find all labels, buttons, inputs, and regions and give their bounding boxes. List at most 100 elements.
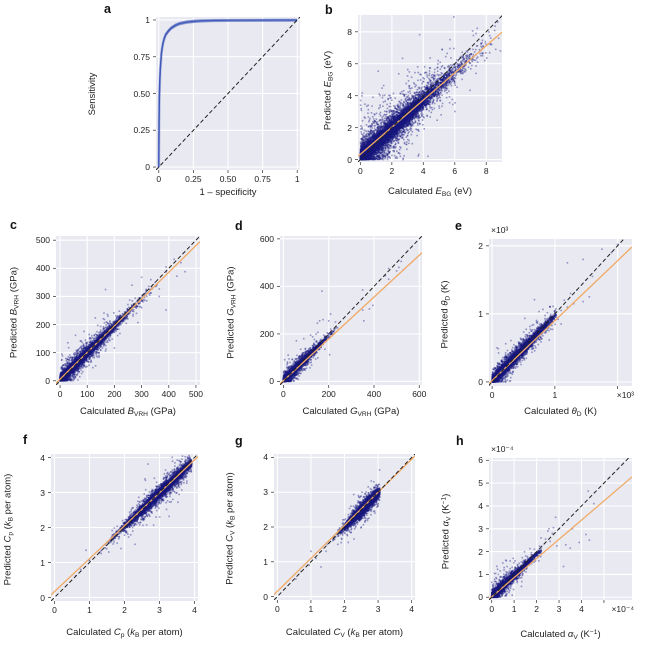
x-axis-label: Calculated Cp (kB per atom): [66, 627, 183, 639]
x-tick-label: 1: [87, 605, 92, 615]
x-tick-label: 4: [192, 605, 197, 615]
y-tick-label: 500: [35, 235, 50, 246]
x-axis-label: Calculated CV (kB per atom): [285, 627, 404, 639]
panel-h-plot: [483, 456, 634, 606]
axis-scale-note-right: ×10³: [616, 390, 634, 400]
y-tick-label: 4: [478, 500, 483, 511]
y-axis-label: Predicted αV (K−1): [440, 493, 453, 570]
y-tick-label: 2: [40, 522, 45, 533]
panel-f-plot: [45, 452, 200, 607]
y-tick-label: 0: [478, 592, 483, 603]
panel-d-letter: d: [235, 219, 243, 233]
y-tick-label: 3: [263, 487, 268, 498]
x-tick-label: 3: [556, 604, 562, 614]
x-tick-label: 600: [412, 389, 427, 399]
x-tick-label: 4: [579, 604, 584, 614]
x-tick-label: 2: [534, 604, 539, 614]
y-tick-label: 1: [478, 569, 483, 580]
panel-f-letter: f: [23, 433, 28, 447]
x-tick-label: 2: [342, 604, 347, 614]
panel-c-letter: c: [10, 218, 17, 232]
x-tick-label: 0.75: [254, 174, 271, 184]
panel-b-letter: b: [325, 3, 333, 17]
y-axis-label: Predicted CV (kB per atom): [224, 472, 237, 585]
y-tick-label: 2: [347, 122, 352, 133]
x-tick-label: 1: [294, 174, 300, 184]
x-axis-label: Calculated θD (K): [524, 406, 597, 418]
x-tick-label: 4: [409, 604, 414, 614]
x-tick-label: 0: [489, 604, 495, 614]
y-tick-label: 6: [347, 58, 352, 69]
panel-g-plot: [268, 452, 417, 606]
x-tick-label: 0: [156, 174, 162, 184]
y-tick-label: 0: [478, 376, 483, 387]
x-tick-label: 1: [308, 604, 314, 614]
y-tick-label: 100: [35, 347, 50, 358]
y-tick-label: 0.50: [133, 88, 150, 99]
y-tick-label: 1: [40, 557, 45, 568]
y-tick-label: 2: [478, 240, 483, 251]
x-axis-label: 1 – specificity: [199, 187, 257, 198]
x-tick-label: 0: [357, 166, 363, 176]
x-tick-label: 400: [161, 389, 176, 399]
y-tick-label: 5: [478, 478, 483, 489]
x-tick-label: 1: [552, 390, 558, 400]
y-axis-label: Predicted θD (K): [439, 279, 452, 349]
y-axis-label: Predicted EBG (eV): [322, 50, 335, 130]
panel-e-letter: e: [455, 219, 462, 233]
panel-c-plot: [50, 234, 202, 391]
x-axis-label: Calculated EBG (eV): [387, 186, 473, 198]
axis-scale-note-top: ×10³: [491, 225, 509, 235]
x-axis-label: Calculated αV (K−1): [520, 628, 601, 641]
y-axis-label: Predicted GVRH (GPa): [225, 265, 238, 359]
x-tick-label: 0: [281, 389, 286, 399]
y-tick-label: 200: [35, 319, 50, 330]
y-tick-label: 6: [478, 455, 483, 466]
y-tick-label: 3: [40, 487, 45, 498]
panel-b-plot: [352, 13, 504, 168]
x-tick-label: 200: [107, 389, 122, 399]
y-tick-label: 2: [478, 546, 483, 557]
y-tick-label: 1: [145, 14, 150, 25]
panel-a-plot: [150, 15, 302, 176]
y-tick-label: 0: [45, 375, 50, 386]
x-tick-label: 8: [483, 166, 489, 176]
x-tick-label: 4: [420, 166, 426, 176]
y-tick-label: 1: [478, 308, 483, 319]
x-tick-label: 0: [489, 390, 495, 400]
y-axis-label: Predicted Cp (kB per atom): [2, 473, 15, 585]
x-tick-label: 200: [321, 389, 336, 399]
y-tick-label: 4: [40, 452, 45, 463]
x-tick-label: 0: [52, 605, 57, 615]
panel-a-letter: a: [104, 2, 111, 16]
x-tick-label: 2: [389, 166, 395, 176]
x-tick-label: 0.50: [219, 174, 237, 184]
x-tick-label: 300: [134, 389, 149, 399]
panel-g-letter: g: [235, 434, 243, 448]
y-axis-label: Sensitivity: [87, 72, 98, 115]
y-tick-label: 4: [347, 90, 352, 101]
panel-d-plot: [274, 234, 424, 391]
y-tick-label: 3: [478, 523, 483, 534]
x-tick-label: 100: [80, 389, 95, 399]
x-tick-label: 400: [366, 389, 382, 399]
y-tick-label: 300: [35, 291, 50, 302]
y-tick-label: 0.75: [133, 51, 150, 62]
y-tick-label: 600: [259, 233, 274, 244]
y-tick-label: 1: [263, 556, 268, 567]
y-tick-label: 0: [40, 592, 45, 603]
y-tick-label: 0: [145, 162, 150, 173]
x-tick-label: 1: [511, 604, 517, 614]
y-tick-label: 0: [269, 376, 274, 387]
x-tick-label: 3: [157, 605, 162, 615]
panel-e-plot: [483, 237, 634, 392]
y-tick-label: 200: [259, 328, 274, 339]
x-tick-label: 6: [452, 166, 458, 176]
